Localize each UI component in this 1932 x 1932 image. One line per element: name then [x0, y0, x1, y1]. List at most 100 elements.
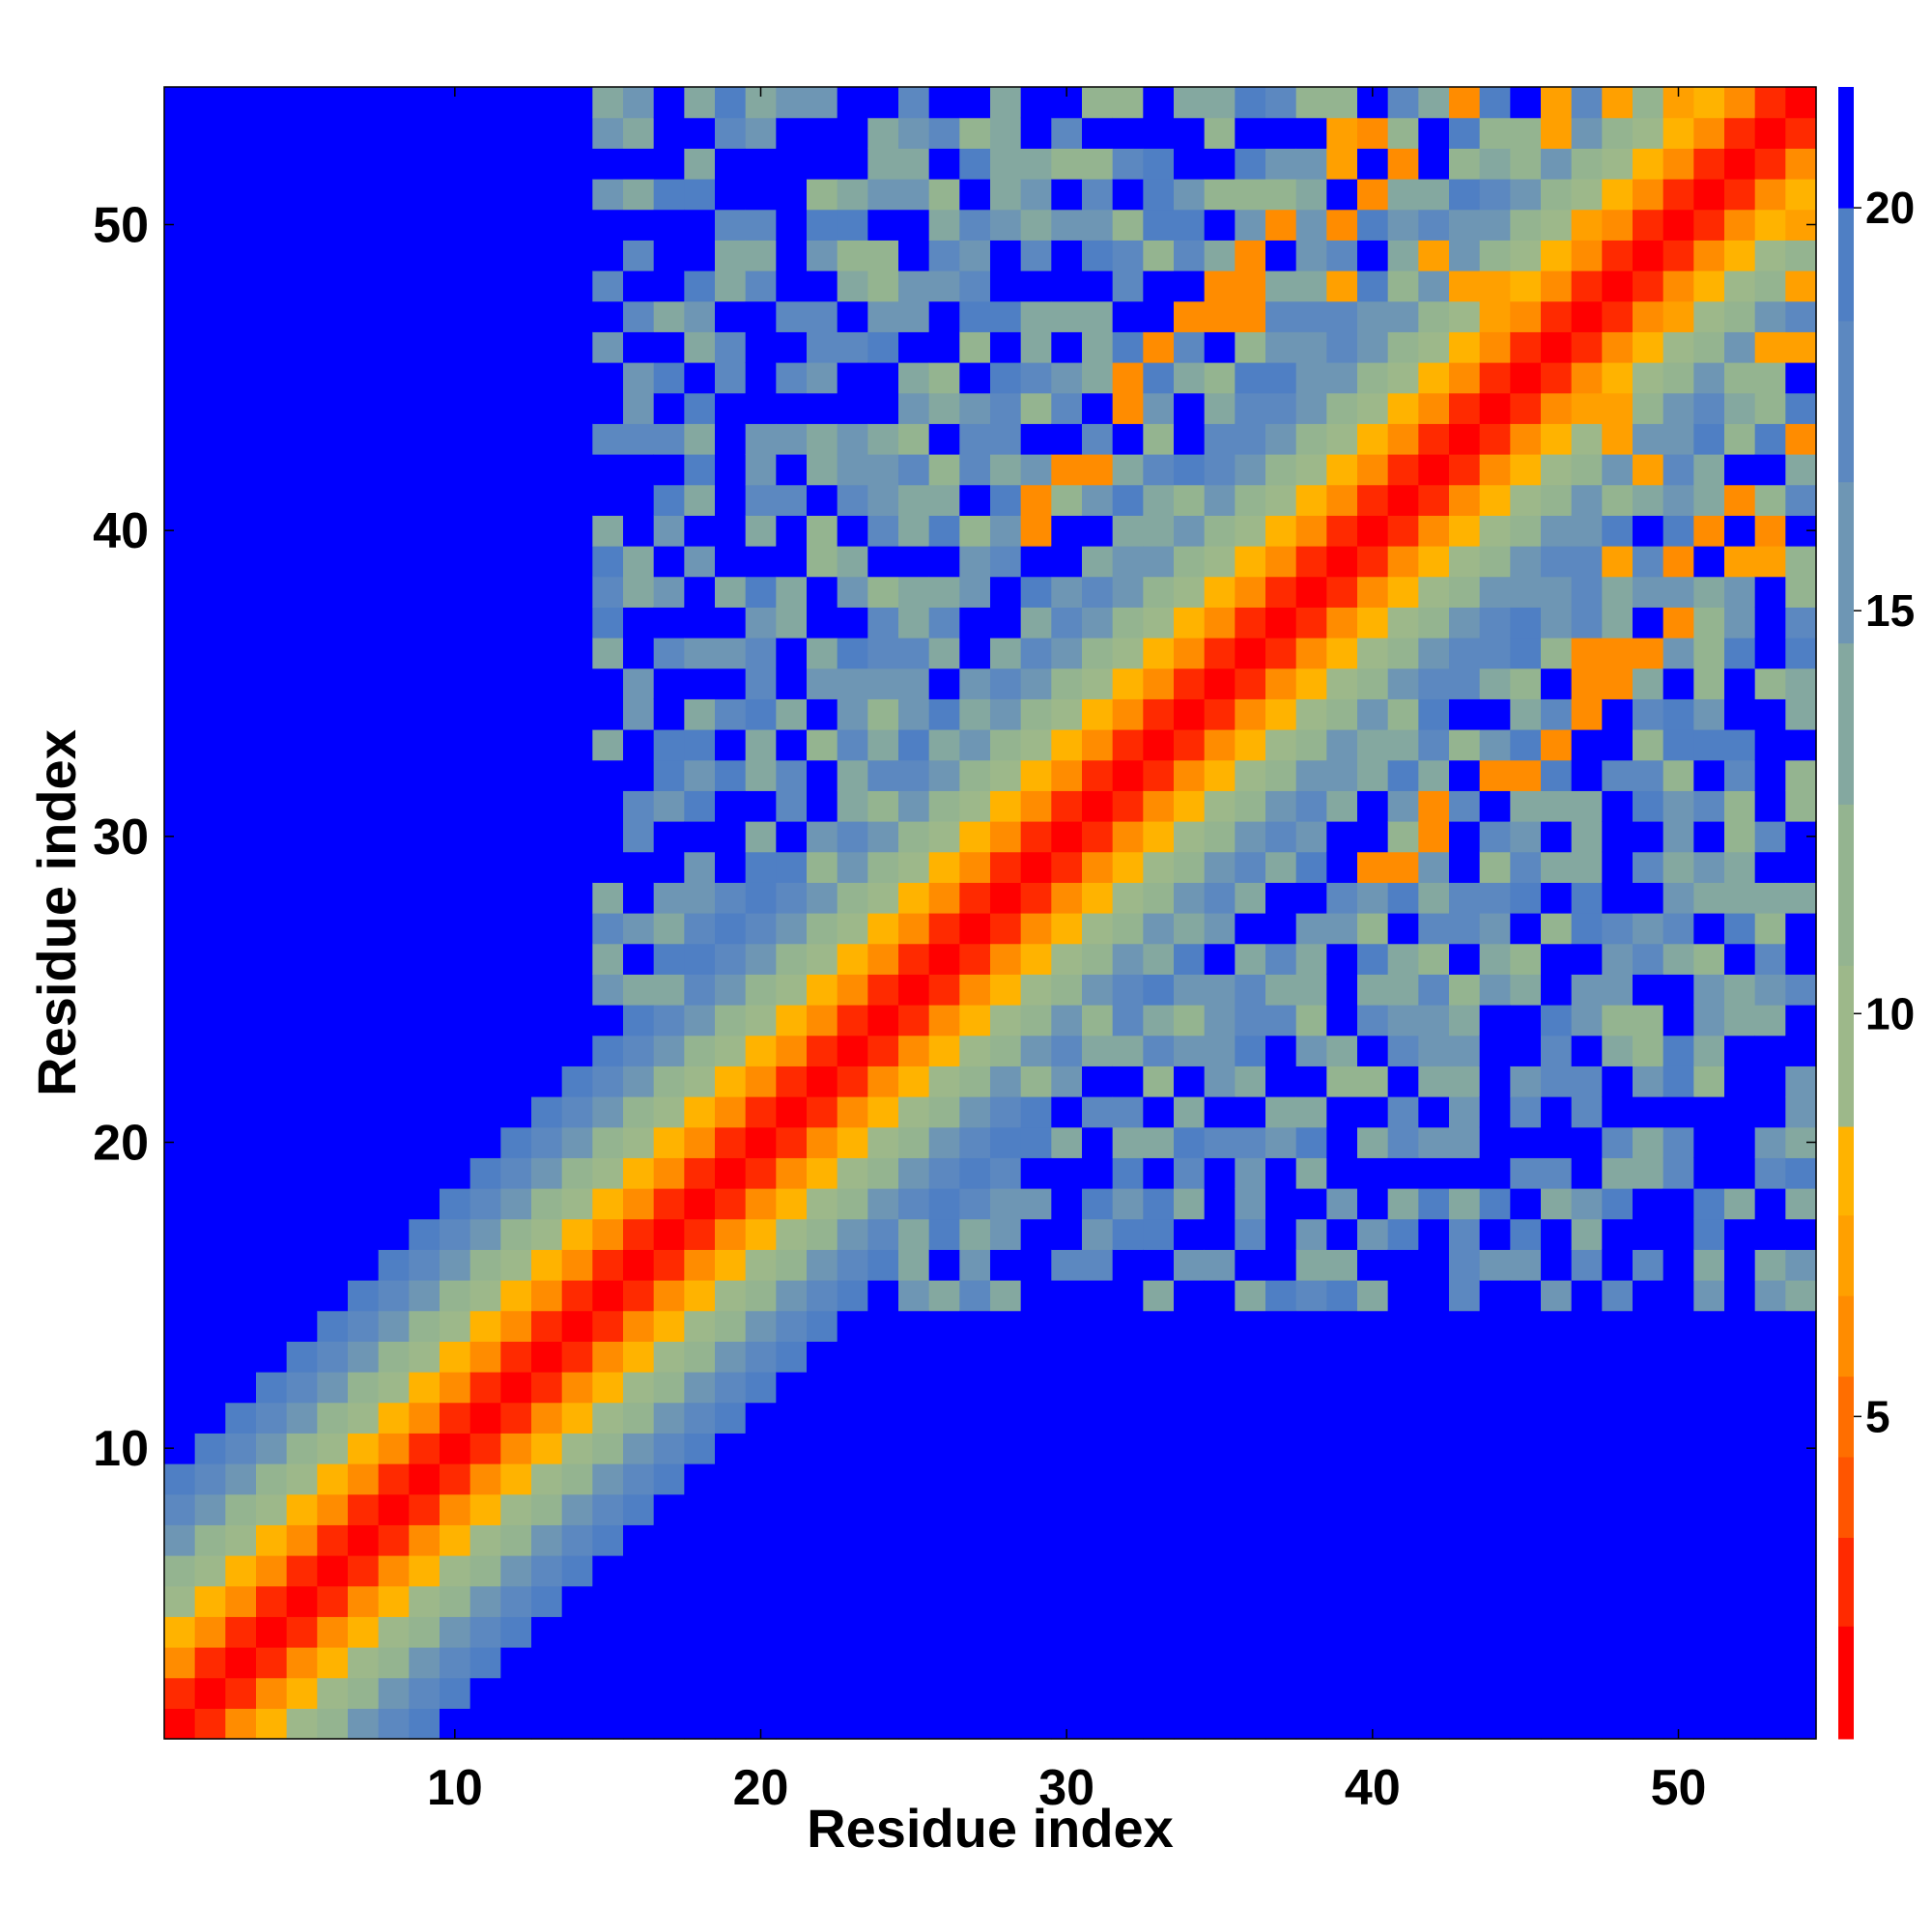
heatmap-cell: [928, 1310, 960, 1342]
heatmap-cell: [1387, 1402, 1419, 1434]
heatmap-cell: [1387, 913, 1419, 945]
heatmap-cell: [1785, 1677, 1817, 1709]
heatmap-cell: [164, 1096, 196, 1128]
heatmap-cell: [898, 300, 930, 332]
heatmap-cell: [1174, 1065, 1206, 1097]
heatmap-cell: [1633, 729, 1664, 761]
heatmap-cell: [1387, 546, 1419, 578]
heatmap-cell: [348, 1065, 380, 1097]
heatmap-cell: [592, 1493, 624, 1525]
heatmap-cell: [1479, 1065, 1511, 1097]
heatmap-cell: [1265, 1524, 1297, 1556]
heatmap-cell: [1082, 1647, 1114, 1679]
heatmap-cell: [194, 392, 226, 424]
heatmap-cell: [684, 1157, 716, 1189]
heatmap-cell: [500, 1218, 532, 1250]
heatmap-cell: [1051, 1524, 1083, 1556]
heatmap-cell: [500, 1280, 532, 1312]
heatmap-cell: [164, 576, 196, 608]
heatmap-cell: [1479, 668, 1511, 699]
heatmap-cell: [1295, 974, 1327, 1006]
heatmap-cell: [959, 576, 991, 608]
heatmap-cell: [531, 1157, 563, 1189]
heatmap-cell: [1571, 759, 1603, 791]
heatmap-cell: [653, 668, 685, 699]
heatmap-cell: [1785, 1218, 1817, 1250]
heatmap-cell: [1112, 209, 1144, 241]
heatmap-cell: [1235, 1708, 1266, 1740]
heatmap-cell: [592, 1341, 624, 1373]
heatmap-cell: [194, 882, 226, 914]
heatmap-cell: [1418, 698, 1450, 730]
heatmap-cell: [1326, 240, 1358, 271]
heatmap-cell: [715, 331, 747, 363]
heatmap-cell: [1785, 1096, 1817, 1128]
heatmap-cell: [469, 331, 501, 363]
heatmap-cell: [1754, 759, 1786, 791]
heatmap-cell: [469, 1065, 501, 1097]
heatmap-cell: [469, 1005, 501, 1037]
heatmap-cell: [592, 821, 624, 853]
heatmap-cell: [715, 1677, 747, 1709]
heatmap-cell: [1510, 576, 1542, 608]
heatmap-cell: [1295, 1372, 1327, 1404]
heatmap-cell: [1387, 1249, 1419, 1281]
heatmap-cell: [807, 1433, 838, 1464]
heatmap-cell: [256, 300, 288, 332]
heatmap-cell: [1571, 1555, 1603, 1587]
heatmap-cell: [1051, 209, 1083, 241]
heatmap-cell: [1571, 576, 1603, 608]
heatmap-cell: [990, 423, 1022, 455]
heatmap-cell: [1418, 1493, 1450, 1525]
heatmap-cell: [194, 1188, 226, 1220]
heatmap-cell: [317, 668, 349, 699]
heatmap-cell: [531, 117, 563, 149]
heatmap-cell: [776, 1065, 808, 1097]
heatmap-cell: [286, 913, 318, 945]
heatmap-cell: [1082, 1341, 1114, 1373]
heatmap-cell: [1357, 515, 1389, 547]
heatmap-cell: [990, 179, 1022, 211]
heatmap-cell: [867, 1463, 899, 1495]
heatmap-cell: [837, 270, 868, 302]
heatmap-cell: [348, 1310, 380, 1342]
heatmap-cell: [1357, 484, 1389, 516]
heatmap-cell: [1387, 759, 1419, 791]
heatmap-cell: [378, 1463, 410, 1495]
heatmap-cell: [1357, 1677, 1389, 1709]
heatmap-cell: [1693, 913, 1725, 945]
heatmap-cell: [1724, 1249, 1756, 1281]
heatmap-cell: [1541, 1493, 1573, 1525]
heatmap-cell: [807, 240, 838, 271]
heatmap-cell: [1143, 117, 1175, 149]
heatmap-cell: [1754, 1310, 1786, 1342]
heatmap-cell: [1785, 729, 1817, 761]
heatmap-cell: [1235, 668, 1266, 699]
heatmap-cell: [715, 576, 747, 608]
heatmap-cell: [1479, 1096, 1511, 1128]
heatmap-cell: [1051, 515, 1083, 547]
heatmap-cell: [469, 576, 501, 608]
heatmap-cell: [469, 1585, 501, 1617]
heatmap-cell: [469, 1218, 501, 1250]
heatmap-cell: [1112, 729, 1144, 761]
heatmap-cell: [1693, 1065, 1725, 1097]
heatmap-cell: [1143, 1493, 1175, 1525]
heatmap-cell: [1082, 362, 1114, 394]
heatmap-cell: [164, 1616, 196, 1648]
heatmap-cell: [1479, 300, 1511, 332]
heatmap-cell: [317, 1647, 349, 1679]
heatmap-cell: [348, 300, 380, 332]
heatmap-cell: [1143, 240, 1175, 271]
heatmap-cell: [225, 638, 257, 669]
heatmap-cell: [1602, 607, 1634, 639]
heatmap-cell: [1754, 1280, 1786, 1312]
heatmap-cell: [194, 790, 226, 822]
heatmap-cell: [1020, 607, 1052, 639]
heatmap-cell: [348, 515, 380, 547]
heatmap-cell: [807, 209, 838, 241]
heatmap-cell: [286, 515, 318, 547]
heatmap-cell: [409, 882, 440, 914]
heatmap-cell: [1082, 117, 1114, 149]
heatmap-cell: [440, 454, 471, 486]
